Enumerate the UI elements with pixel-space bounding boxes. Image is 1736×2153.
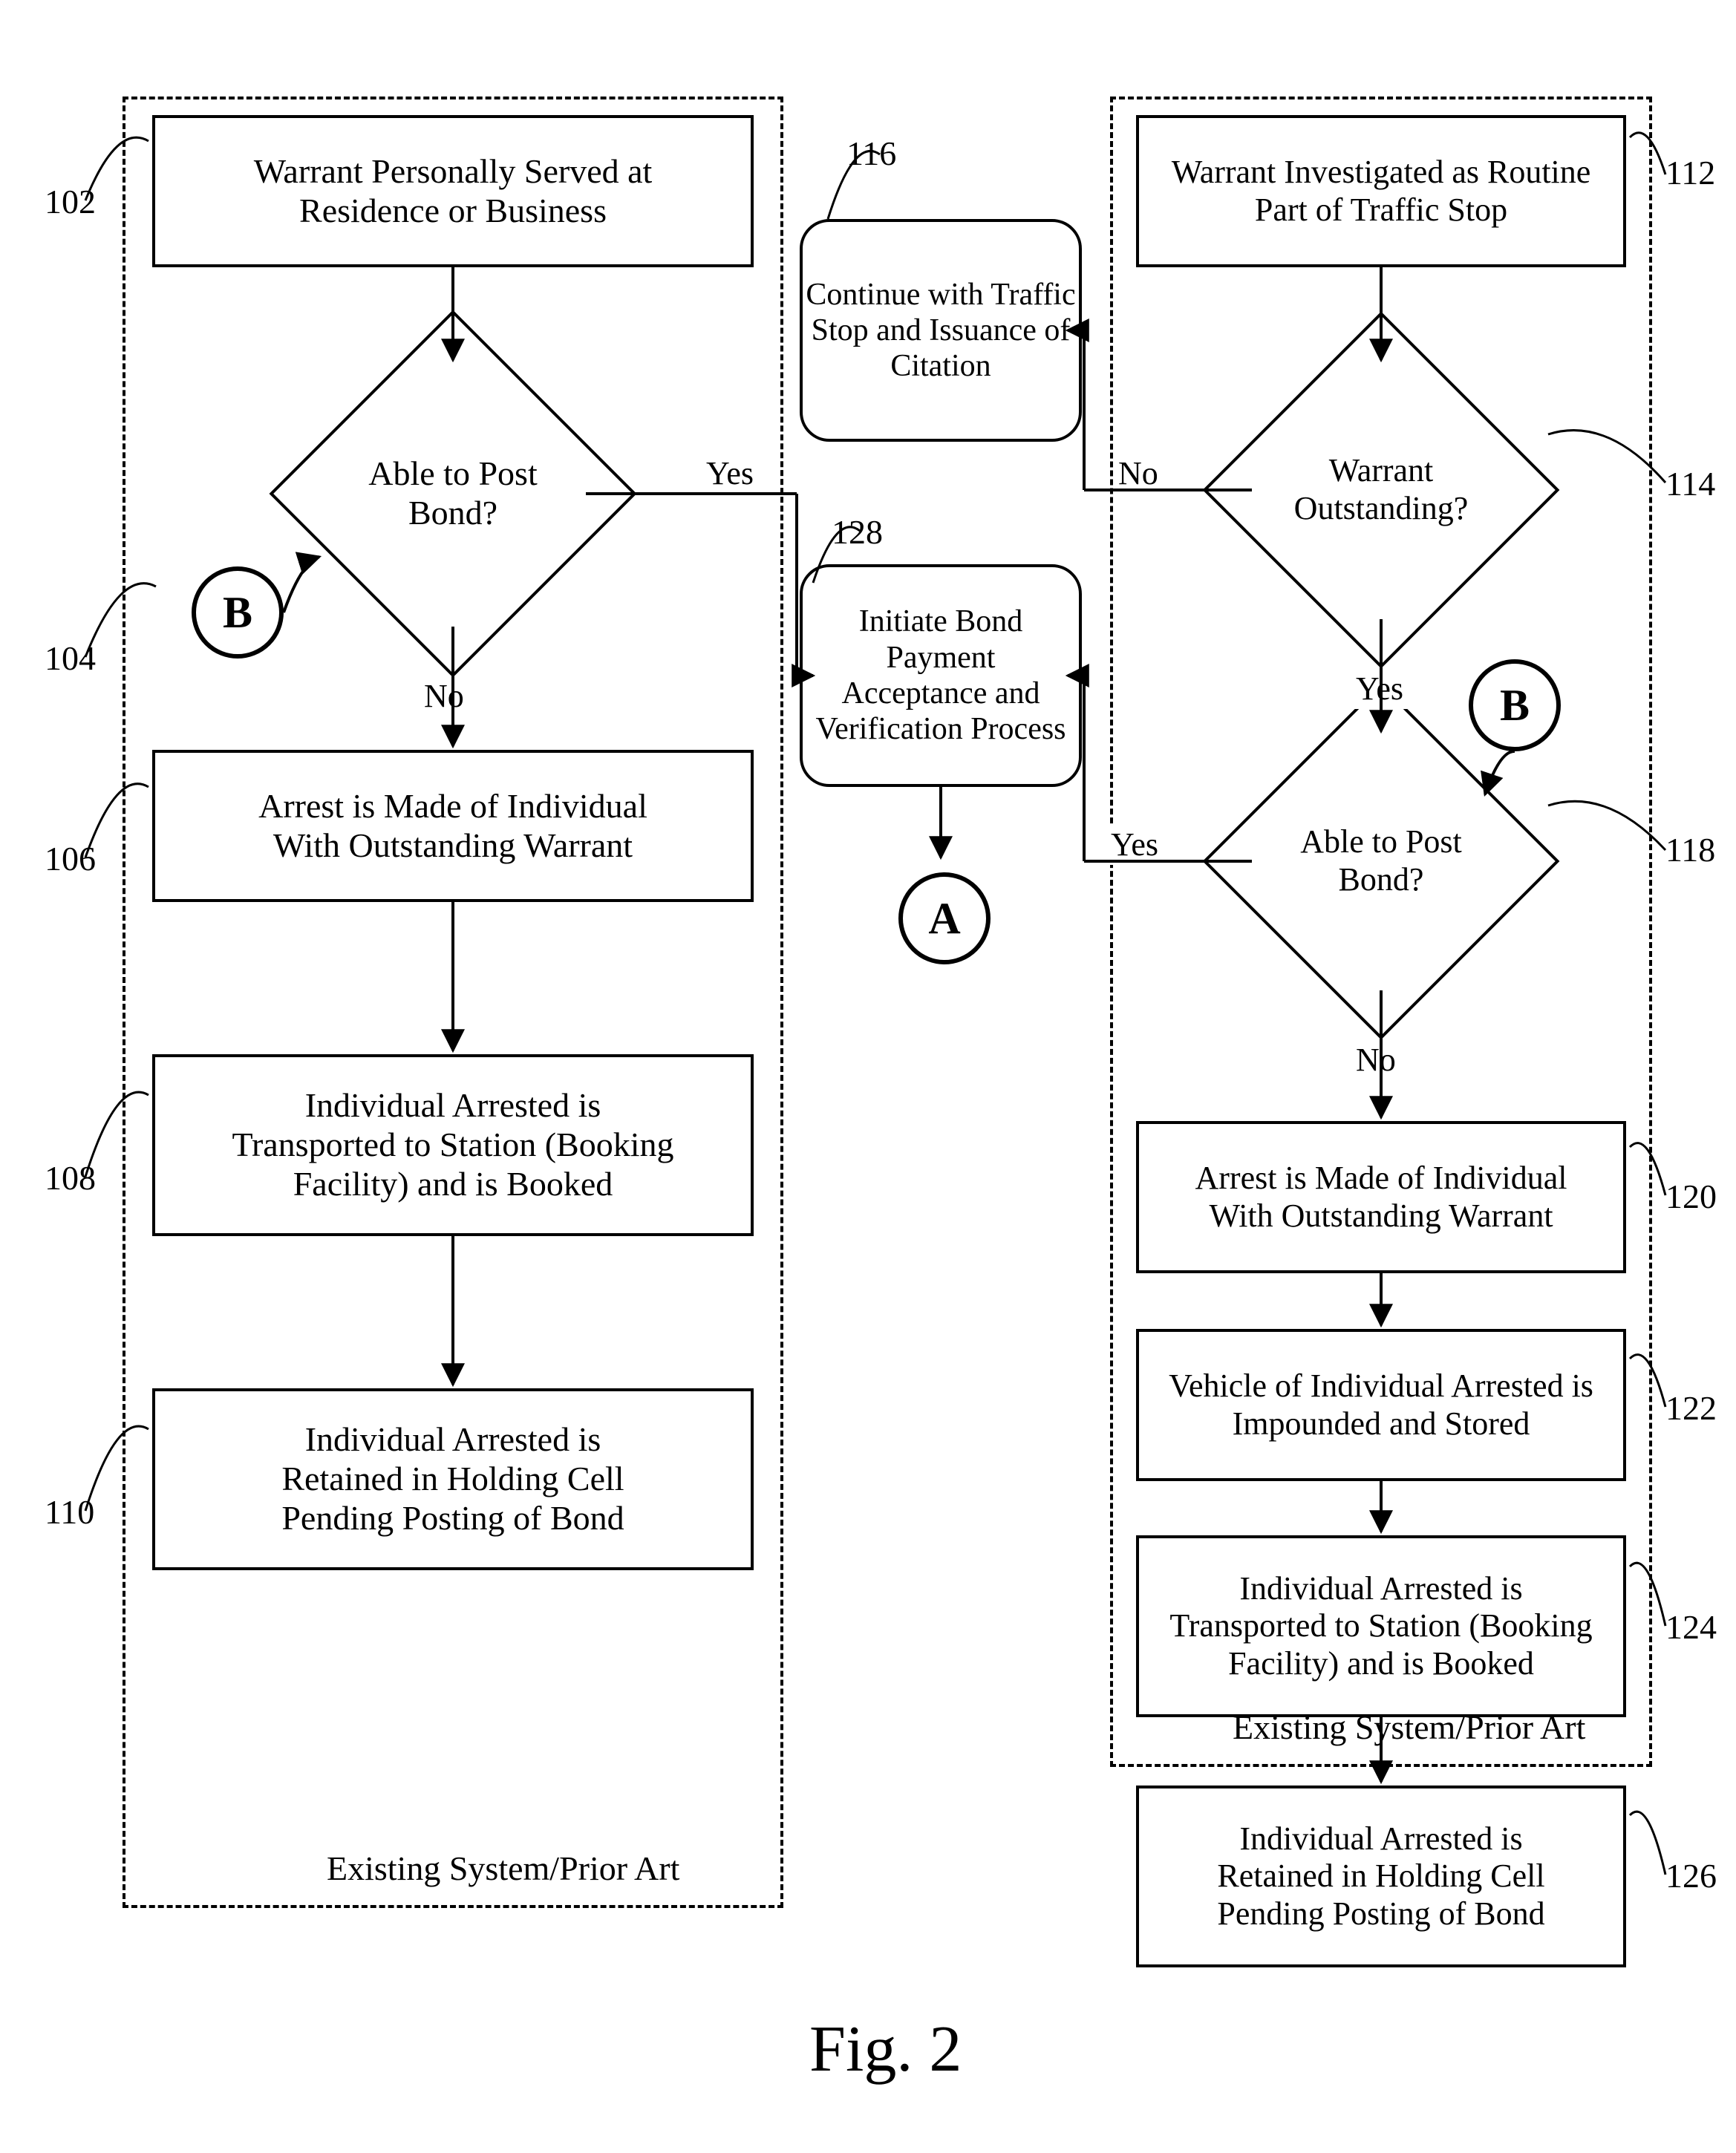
- ref-116: 116: [846, 134, 896, 173]
- connector-b-left-text: B: [223, 587, 252, 638]
- ref-102: 102: [45, 182, 96, 221]
- node-116-text: Continue with Traffic Stop and Issuance …: [806, 277, 1075, 385]
- node-106: Arrest is Made of Individual With Outsta…: [152, 750, 754, 902]
- node-104: Able to Post Bond?: [323, 364, 583, 624]
- node-128: Initiate Bond Payment Acceptance and Ver…: [800, 564, 1082, 787]
- node-102: Warrant Personally Served at Residence o…: [152, 115, 754, 267]
- ref-110: 110: [45, 1492, 94, 1532]
- edge-label-104-yes: Yes: [702, 453, 758, 494]
- node-122: Vehicle of Individual Arrested is Impoun…: [1136, 1329, 1626, 1481]
- node-106-text: Arrest is Made of Individual With Outsta…: [258, 787, 647, 866]
- flowchart-canvas: Existing System/Prior Art Existing Syste…: [0, 0, 1736, 2153]
- node-108-text: Individual Arrested is Transported to St…: [232, 1086, 673, 1204]
- edge-label-114-yes: Yes: [1351, 668, 1408, 709]
- ref-112: 112: [1665, 153, 1715, 192]
- ref-118: 118: [1665, 830, 1715, 869]
- edge-label-118-yes: Yes: [1106, 824, 1163, 865]
- connector-b-right: B: [1469, 659, 1561, 751]
- edge-label-104-no: No: [420, 676, 469, 716]
- ref-126: 126: [1665, 1856, 1717, 1895]
- ref-120: 120: [1665, 1177, 1717, 1216]
- node-112: Warrant Investigated as Routine Part of …: [1136, 115, 1626, 267]
- node-114-text: Warrant Outstanding?: [1294, 452, 1469, 527]
- ref-106: 106: [45, 839, 96, 878]
- node-120: Arrest is Made of Individual With Outsta…: [1136, 1121, 1626, 1273]
- node-118: Able to Post Bond?: [1255, 735, 1507, 987]
- node-118-text: Able to Post Bond?: [1300, 823, 1462, 898]
- node-104-text: Able to Post Bond?: [368, 454, 537, 533]
- ref-104: 104: [45, 638, 96, 678]
- node-120-text: Arrest is Made of Individual With Outsta…: [1195, 1160, 1567, 1235]
- node-114: Warrant Outstanding?: [1255, 364, 1507, 616]
- node-112-text: Warrant Investigated as Routine Part of …: [1172, 154, 1591, 229]
- node-108: Individual Arrested is Transported to St…: [152, 1054, 754, 1236]
- edge-label-114-no: No: [1114, 453, 1163, 494]
- edge-label-118-no: No: [1351, 1039, 1400, 1080]
- node-124-text: Individual Arrested is Transported to St…: [1169, 1570, 1592, 1683]
- connector-b-right-text: B: [1500, 680, 1530, 731]
- node-102-text: Warrant Personally Served at Residence o…: [254, 152, 653, 231]
- ref-114: 114: [1665, 464, 1715, 503]
- connector-a: A: [898, 872, 991, 964]
- node-126: Individual Arrested is Retained in Holdi…: [1136, 1786, 1626, 1967]
- node-116: Continue with Traffic Stop and Issuance …: [800, 219, 1082, 442]
- ref-128: 128: [832, 512, 883, 552]
- connector-b-left: B: [192, 566, 284, 659]
- node-110-text: Individual Arrested is Retained in Holdi…: [281, 1420, 624, 1538]
- node-110: Individual Arrested is Retained in Holdi…: [152, 1388, 754, 1570]
- node-122-text: Vehicle of Individual Arrested is Impoun…: [1169, 1368, 1593, 1443]
- figure-label: Fig. 2: [809, 2012, 962, 2087]
- node-128-text: Initiate Bond Payment Acceptance and Ver…: [803, 604, 1079, 747]
- node-124: Individual Arrested is Transported to St…: [1136, 1535, 1626, 1717]
- group-left-caption: Existing System/Prior Art: [327, 1849, 679, 1888]
- ref-122: 122: [1665, 1388, 1717, 1428]
- connector-a-text: A: [928, 893, 960, 944]
- ref-108: 108: [45, 1158, 96, 1198]
- node-126-text: Individual Arrested is Retained in Holdi…: [1217, 1820, 1544, 1933]
- ref-124: 124: [1665, 1607, 1717, 1647]
